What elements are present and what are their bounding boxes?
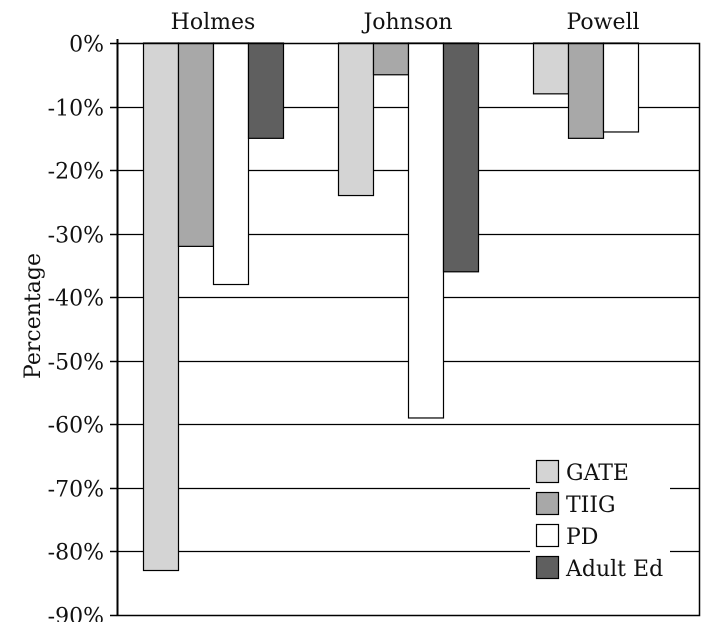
- category-label-powell: Powell: [566, 10, 639, 35]
- legend-swatch-tiig: [535, 491, 560, 516]
- y-tick-label: -30%: [48, 224, 104, 249]
- legend-label-tiig: TIIG: [566, 493, 616, 518]
- bar-johnson-tiig: [372, 42, 410, 76]
- legend-label-adult-ed: Adult Ed: [565, 557, 663, 582]
- y-tick-label: 0%: [69, 33, 104, 58]
- bar-holmes-adult-ed: [247, 42, 285, 139]
- y-tick-label: -50%: [48, 351, 104, 376]
- bar-johnson-adult-ed: [442, 42, 480, 273]
- y-tick-label: -20%: [48, 160, 104, 185]
- legend-swatch-pd: [535, 523, 560, 548]
- category-labels: Holmes Johnson Powell: [171, 10, 640, 35]
- bar-johnson-gate: [337, 42, 375, 197]
- axes: [110, 39, 701, 617]
- y-tick-label: -10%: [48, 97, 104, 122]
- legend-swatch-gate: [535, 459, 560, 484]
- legend-label-pd: PD: [566, 525, 598, 550]
- y-axis-label: Percentage: [21, 253, 46, 379]
- bar-powell-gate: [532, 42, 570, 95]
- y-tick-label: -80%: [48, 541, 104, 566]
- bar-holmes-gate: [142, 42, 180, 572]
- bar-holmes-pd: [212, 42, 250, 286]
- bars: [142, 42, 640, 572]
- bar-powell-pd: [602, 42, 640, 133]
- legend-label-gate: GATE: [566, 461, 629, 486]
- category-label-holmes: Holmes: [171, 10, 256, 35]
- y-tick-label: -90%: [48, 605, 104, 622]
- legend: GATE TIIG PD Adult Ed: [530, 456, 670, 586]
- bar-johnson-pd: [407, 42, 445, 419]
- y-tick-labels: 0% -10% -20% -30% -40% -50% -60% -70% -80% -90%: [48, 33, 104, 622]
- category-label-johnson: Johnson: [361, 10, 452, 35]
- legend-swatch-adult-ed: [535, 555, 560, 580]
- bar-powell-tiig: [567, 42, 605, 139]
- y-tick-label: -40%: [48, 287, 104, 312]
- y-tick-label: -60%: [48, 414, 104, 439]
- bar-holmes-tiig: [177, 42, 215, 247]
- y-tick-label: -70%: [48, 478, 104, 503]
